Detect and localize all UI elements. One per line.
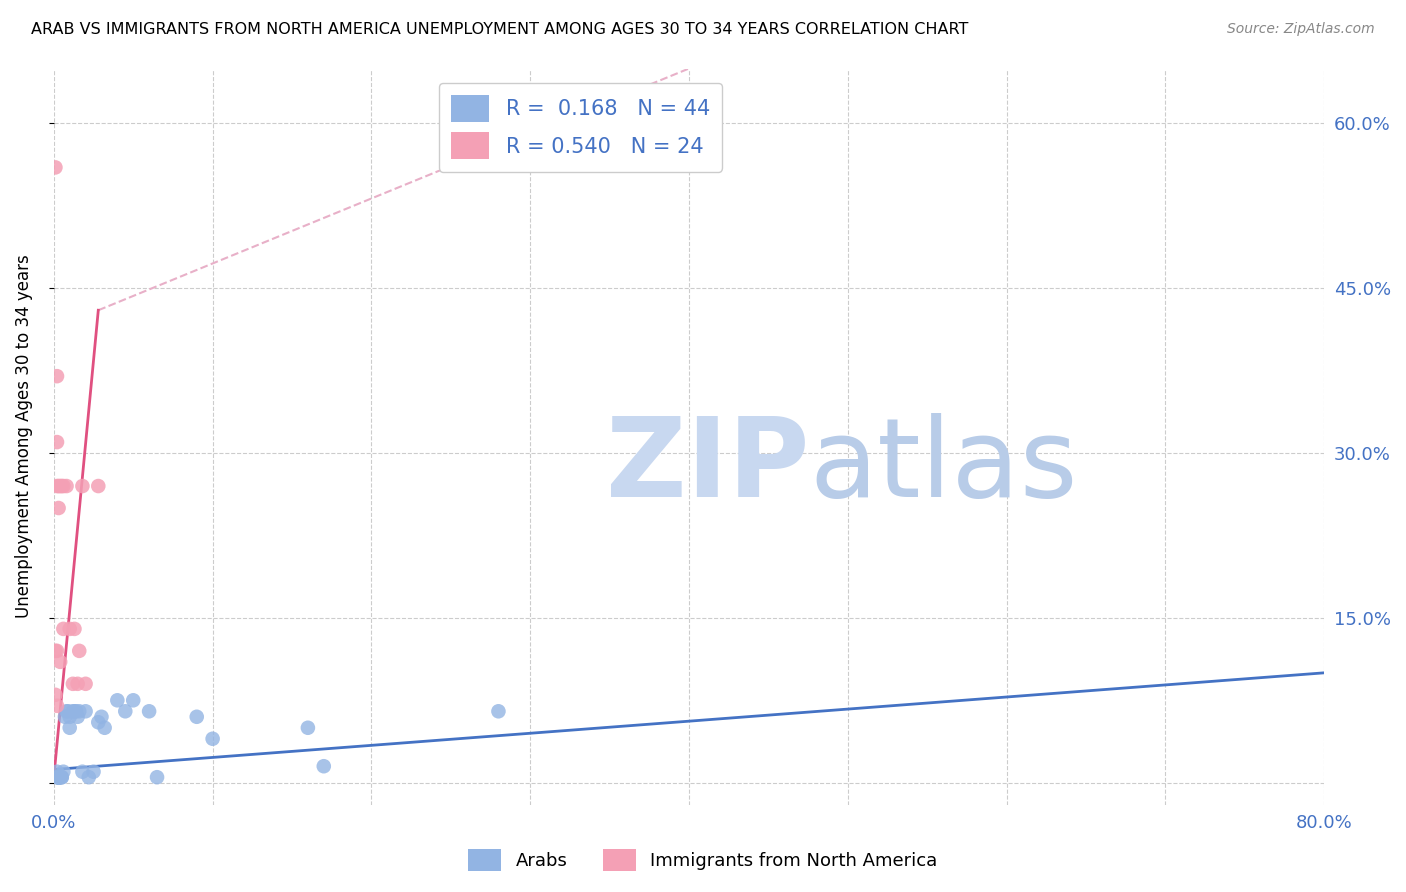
Point: [52, 622, 75, 636]
Point: [48, 501, 70, 516]
Point: [48, 770, 70, 784]
Point: [46, 369, 69, 384]
Point: [62, 704, 84, 718]
Point: [46, 644, 69, 658]
Text: atlas: atlas: [810, 412, 1078, 519]
Point: [48, 770, 70, 784]
Point: [201, 731, 224, 746]
Point: [138, 704, 160, 718]
Point: [297, 721, 319, 735]
Point: [75, 677, 97, 691]
Point: [48, 770, 70, 784]
Point: [63, 622, 86, 636]
Point: [49, 770, 72, 784]
Legend: Arabs, Immigrants from North America: Arabs, Immigrants from North America: [461, 842, 945, 879]
Point: [49, 770, 72, 784]
Point: [46, 770, 69, 784]
Text: ZIP: ZIP: [606, 412, 810, 519]
Point: [93, 721, 115, 735]
Point: [87, 715, 110, 730]
Point: [46, 764, 69, 779]
Point: [48, 479, 70, 493]
Point: [62, 677, 84, 691]
Point: [59, 721, 82, 735]
Point: [44, 161, 66, 175]
Point: [53, 710, 76, 724]
Point: [75, 704, 97, 718]
Point: [48, 770, 70, 784]
Point: [46, 435, 69, 450]
Point: [48, 770, 70, 784]
Point: [488, 704, 510, 718]
Point: [67, 644, 90, 658]
Point: [51, 479, 73, 493]
Point: [66, 677, 89, 691]
Point: [49, 655, 72, 669]
Point: [48, 770, 70, 784]
Point: [52, 479, 75, 493]
Point: [56, 704, 79, 718]
Point: [59, 622, 82, 636]
Point: [90, 710, 112, 724]
Point: [55, 704, 77, 718]
Point: [44, 688, 66, 702]
Point: [48, 770, 70, 784]
Legend: R =  0.168   N = 44, R = 0.540   N = 24: R = 0.168 N = 44, R = 0.540 N = 24: [439, 83, 723, 171]
Text: Source: ZipAtlas.com: Source: ZipAtlas.com: [1227, 22, 1375, 37]
Point: [77, 770, 100, 784]
Point: [46, 770, 69, 784]
Point: [59, 710, 82, 724]
Point: [87, 479, 110, 493]
Point: [83, 764, 105, 779]
Point: [46, 479, 69, 493]
Point: [72, 479, 94, 493]
Point: [44, 644, 66, 658]
Y-axis label: Unemployment Among Ages 30 to 34 years: Unemployment Among Ages 30 to 34 years: [15, 255, 32, 618]
Point: [186, 710, 208, 724]
Point: [55, 479, 77, 493]
Point: [51, 770, 73, 784]
Point: [312, 759, 335, 773]
Point: [51, 770, 73, 784]
Point: [146, 770, 169, 784]
Point: [122, 693, 145, 707]
Point: [114, 704, 136, 718]
Point: [105, 693, 128, 707]
Point: [72, 764, 94, 779]
Point: [52, 764, 75, 779]
Point: [48, 770, 70, 784]
Point: [66, 710, 89, 724]
Point: [46, 698, 69, 713]
Point: [49, 479, 72, 493]
Point: [65, 704, 87, 718]
Point: [63, 704, 86, 718]
Text: ARAB VS IMMIGRANTS FROM NORTH AMERICA UNEMPLOYMENT AMONG AGES 30 TO 34 YEARS COR: ARAB VS IMMIGRANTS FROM NORTH AMERICA UN…: [31, 22, 969, 37]
Point: [49, 770, 72, 784]
Point: [67, 704, 90, 718]
